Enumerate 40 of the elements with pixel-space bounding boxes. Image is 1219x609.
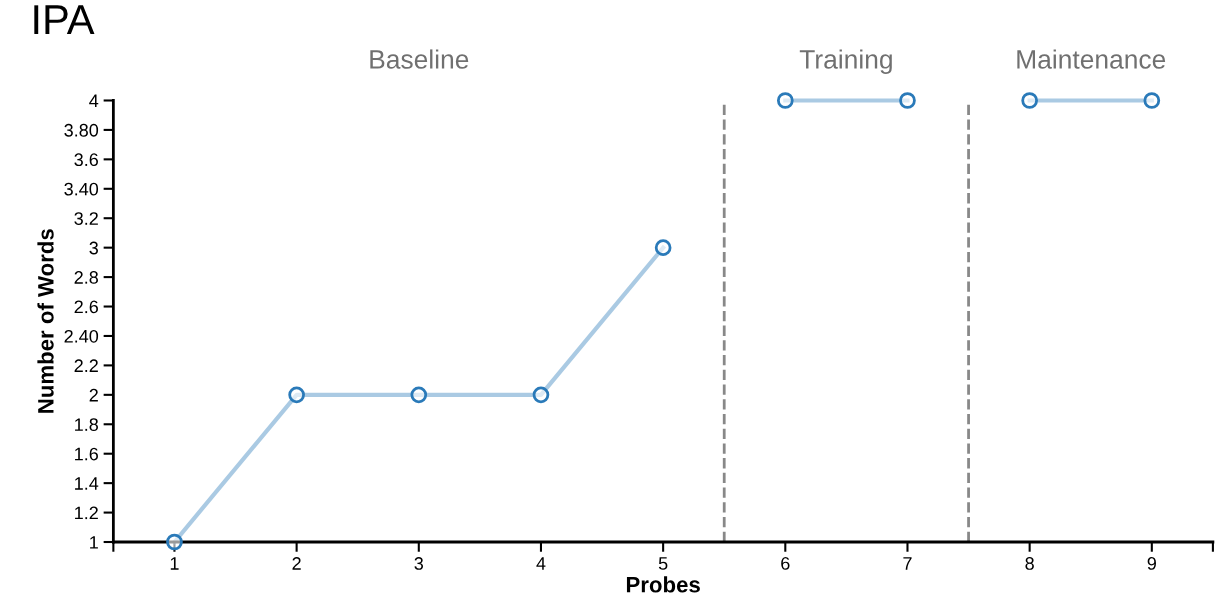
- point: [166, 533, 183, 551]
- x-tick-label: 2: [292, 557, 301, 570]
- x-tick-label: 9: [1147, 557, 1156, 570]
- x-tick-label: 6: [781, 557, 790, 570]
- y-tick-label: 1: [90, 536, 98, 549]
- x-tick-label: 4: [536, 557, 546, 570]
- y-tick-label: 4: [89, 94, 99, 108]
- x-tick-label: 7: [903, 557, 912, 570]
- text: Training: [799, 49, 892, 74]
- y-axis-title: Number of Words: [37, 229, 54, 413]
- y-tick-label: 1.4: [75, 477, 99, 490]
- y-tick-label: 2.2: [74, 359, 98, 372]
- point: [1021, 92, 1038, 109]
- point: [899, 92, 916, 109]
- x-tick-label: 5: [658, 557, 668, 570]
- point: [410, 386, 428, 404]
- y-tick-label: 3.6: [74, 153, 98, 167]
- point: [532, 386, 550, 404]
- y-tick-label: 3.2: [74, 212, 98, 225]
- y-tick-label: 2.8: [74, 271, 98, 284]
- point: [288, 386, 305, 404]
- x-tick-label: 1: [170, 557, 179, 570]
- y-tick-label: 2.40: [64, 329, 99, 343]
- y-tick-label: 1.8: [75, 418, 98, 431]
- y-tick-label: 1.2: [75, 506, 98, 520]
- point: [654, 239, 672, 256]
- y-tick-label: 2.6: [74, 300, 98, 314]
- y-tick-label: 2: [89, 388, 98, 402]
- y-tick-label: 3: [89, 241, 98, 255]
- x-tick-label: 3: [414, 557, 424, 570]
- x-tick-label: 8: [1025, 557, 1034, 570]
- chart-title: IPA: [34, 5, 95, 34]
- y-tick-label: 3.40: [64, 182, 99, 196]
- text: Maintenance: [1017, 49, 1166, 69]
- y-tick-label: 3.80: [64, 123, 99, 137]
- point: [1143, 92, 1161, 109]
- point: [776, 92, 794, 109]
- text: Baseline: [370, 49, 469, 69]
- y-tick-label: 1.6: [75, 447, 98, 461]
- x-axis-title: Probes: [626, 576, 700, 593]
